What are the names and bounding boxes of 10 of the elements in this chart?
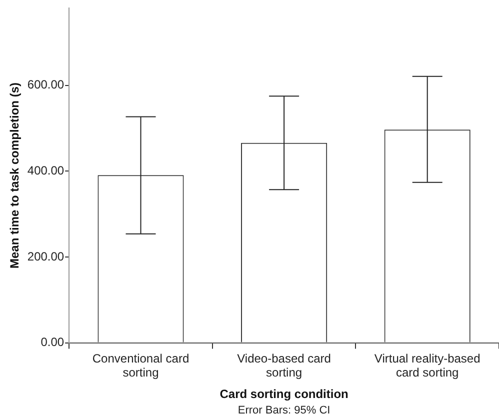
y-tick-label: 0.00 — [40, 335, 64, 350]
y-axis-title: Mean time to task completion (s) — [8, 82, 22, 269]
x-tick-label: Virtual reality-based card sorting — [374, 351, 480, 380]
text: Error Bars: 95% CI — [238, 404, 330, 417]
y-tick-label: 600.00 — [27, 78, 64, 92]
x-axis-title: Card sorting condition — [220, 387, 348, 402]
x-tick-label: Conventional card sorting — [92, 351, 190, 380]
x-tick-label: Video-based card sorting — [237, 351, 331, 380]
y-tick-label: 200.00 — [27, 249, 64, 264]
y-tick-label: 400.00 — [27, 164, 64, 178]
